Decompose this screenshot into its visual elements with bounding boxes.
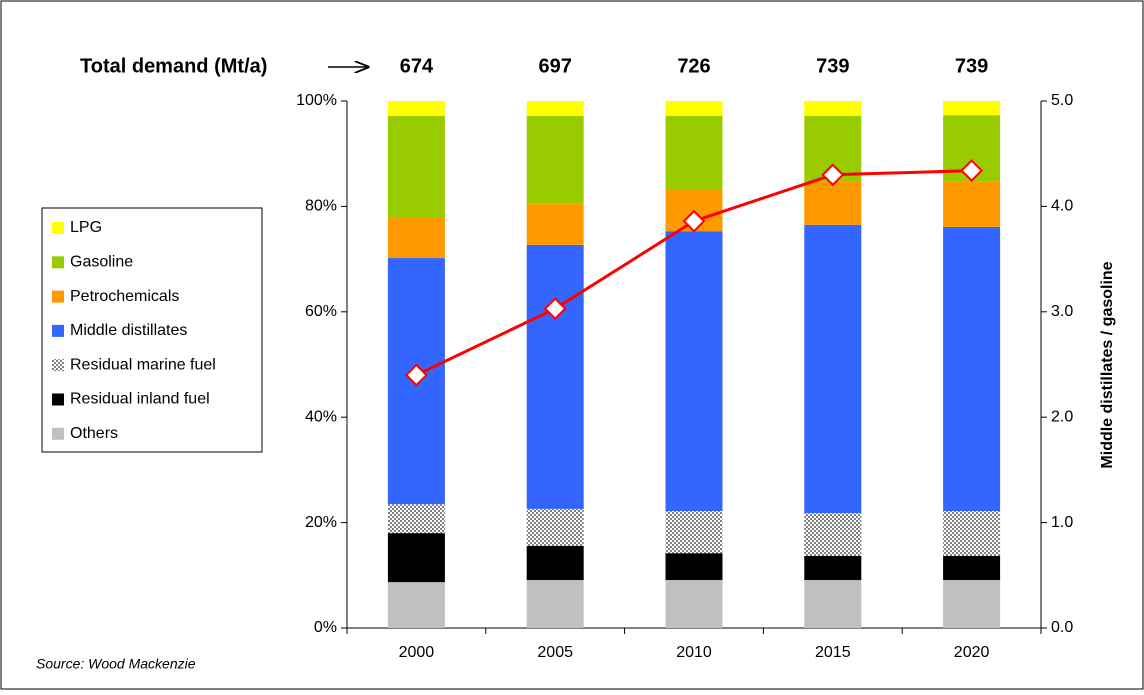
total-demand: 697 [539, 55, 572, 77]
total-demand: 674 [400, 55, 434, 77]
bar-segment [387, 217, 445, 259]
bar-segment [804, 513, 862, 556]
bar-segment [804, 555, 862, 581]
y2-tick-label: 5.0 [1051, 92, 1073, 109]
legend-label: Residual marine fuel [70, 356, 216, 373]
y-tick-label: 100% [296, 92, 337, 109]
source: Source: Wood Mackenzie [36, 656, 196, 672]
bar-segment [526, 101, 584, 116]
bar-segment [526, 203, 584, 245]
y-tick-label: 40% [305, 408, 337, 425]
bar-segment [804, 580, 862, 628]
legend-label: Middle distillates [70, 322, 187, 339]
bar-segment [387, 582, 445, 628]
bar-segment [943, 226, 1001, 512]
y2-tick-label: 1.0 [1051, 514, 1073, 531]
bar-segment [526, 545, 584, 581]
legend-swatch [52, 324, 64, 337]
bar-segment [387, 101, 445, 116]
y-tick-label: 80% [305, 198, 337, 215]
legend-label: Petrochemicals [70, 288, 179, 305]
legend-swatch [52, 427, 64, 440]
total-demand: 726 [677, 55, 710, 77]
bar-segment [804, 101, 862, 116]
bar-segment [943, 580, 1001, 628]
y-tick-label: 60% [305, 303, 337, 320]
legend-swatch [52, 222, 64, 234]
y2-tick-label: 3.0 [1051, 303, 1073, 320]
bar-segment [665, 115, 723, 190]
x-tick-label: 2005 [537, 644, 573, 661]
x-tick-label: 2020 [954, 644, 990, 661]
marker [404, 363, 428, 387]
bar-segment [943, 511, 1001, 556]
y-tick-label: 20% [305, 514, 337, 531]
legend-swatch [52, 393, 64, 406]
marker [960, 159, 984, 182]
total-demand: 739 [816, 55, 849, 77]
legend-swatch [52, 256, 64, 269]
bar-segment [943, 101, 1001, 116]
legend-swatch [52, 359, 64, 372]
bar-segment [665, 580, 723, 628]
total-demand: 739 [955, 55, 988, 77]
marker [682, 209, 706, 233]
legend-label: Residual inland fuel [70, 391, 210, 408]
total-demand-label: Total demand (Mt/a) [80, 55, 267, 77]
legend-label: Gasoline [70, 254, 133, 271]
bar-segment [943, 555, 1001, 581]
bar-segment [943, 181, 1001, 227]
y-tick-label: 0% [314, 619, 337, 636]
y2-tick-label: 0.0 [1051, 619, 1073, 636]
bar-segment [387, 533, 445, 583]
y2-axis-title: Middle distillates / gasoline [1099, 261, 1116, 468]
legend-swatch [52, 290, 64, 303]
bar-segment [526, 508, 584, 546]
marker [821, 163, 845, 187]
legend-label: LPG [70, 219, 102, 236]
y2-tick-label: 2.0 [1051, 408, 1073, 425]
bar-segment [665, 231, 723, 512]
bar-segment [526, 244, 584, 509]
bar-segment [526, 580, 584, 628]
x-tick-label: 2000 [399, 644, 435, 661]
bar-segment [804, 181, 862, 225]
bar-segment [387, 504, 445, 534]
marker [543, 297, 567, 321]
x-tick-label: 2010 [676, 644, 712, 661]
bar-segment [526, 115, 584, 204]
bar-segment [665, 101, 723, 116]
x-tick-label: 2015 [815, 644, 851, 661]
bar-segment [387, 115, 445, 218]
legend-box [41, 207, 263, 453]
bar-segment [665, 553, 723, 581]
bar-segment [804, 224, 862, 514]
y2-tick-label: 4.0 [1051, 198, 1073, 215]
legend-label: Others [70, 425, 118, 442]
bar-segment [665, 511, 723, 554]
